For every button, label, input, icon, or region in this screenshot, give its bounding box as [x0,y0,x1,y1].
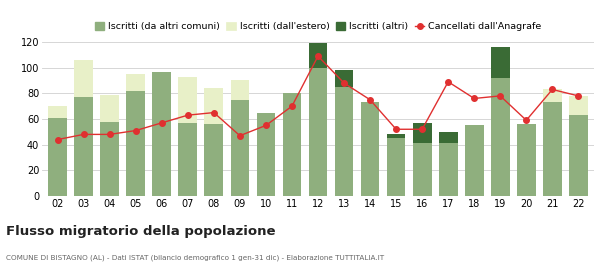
Bar [48,118,67,196]
Bar [127,74,145,91]
Bar [335,87,353,196]
Bar [308,43,328,68]
Bar [491,47,509,78]
Bar [413,123,431,143]
Bar [205,88,223,124]
Bar [387,138,406,196]
Bar [465,125,484,196]
Bar [127,91,145,196]
Bar [569,115,588,196]
Bar [74,97,93,196]
Text: Flusso migratorio della popolazione: Flusso migratorio della popolazione [6,225,275,238]
Legend: Iscritti (da altri comuni), Iscritti (dall'estero), Iscritti (altri), Cancellati: Iscritti (da altri comuni), Iscritti (da… [95,22,541,31]
Bar [74,60,93,97]
Bar [335,70,353,87]
Bar [100,122,119,196]
Bar [283,93,301,196]
Bar [230,100,249,196]
Bar [178,77,197,123]
Bar [230,80,249,100]
Bar [257,113,275,196]
Bar [543,102,562,196]
Bar [517,124,536,196]
Text: COMUNE DI BISTAGNO (AL) - Dati ISTAT (bilancio demografico 1 gen-31 dic) - Elabo: COMUNE DI BISTAGNO (AL) - Dati ISTAT (bi… [6,255,384,261]
Bar [543,90,562,102]
Bar [413,143,431,196]
Bar [48,106,67,118]
Bar [491,78,509,196]
Bar [178,123,197,196]
Bar [152,71,171,196]
Bar [205,124,223,196]
Bar [100,95,119,122]
Bar [387,134,406,138]
Bar [361,102,379,196]
Bar [308,68,328,196]
Bar [439,143,458,196]
Bar [439,132,458,143]
Bar [569,96,588,115]
